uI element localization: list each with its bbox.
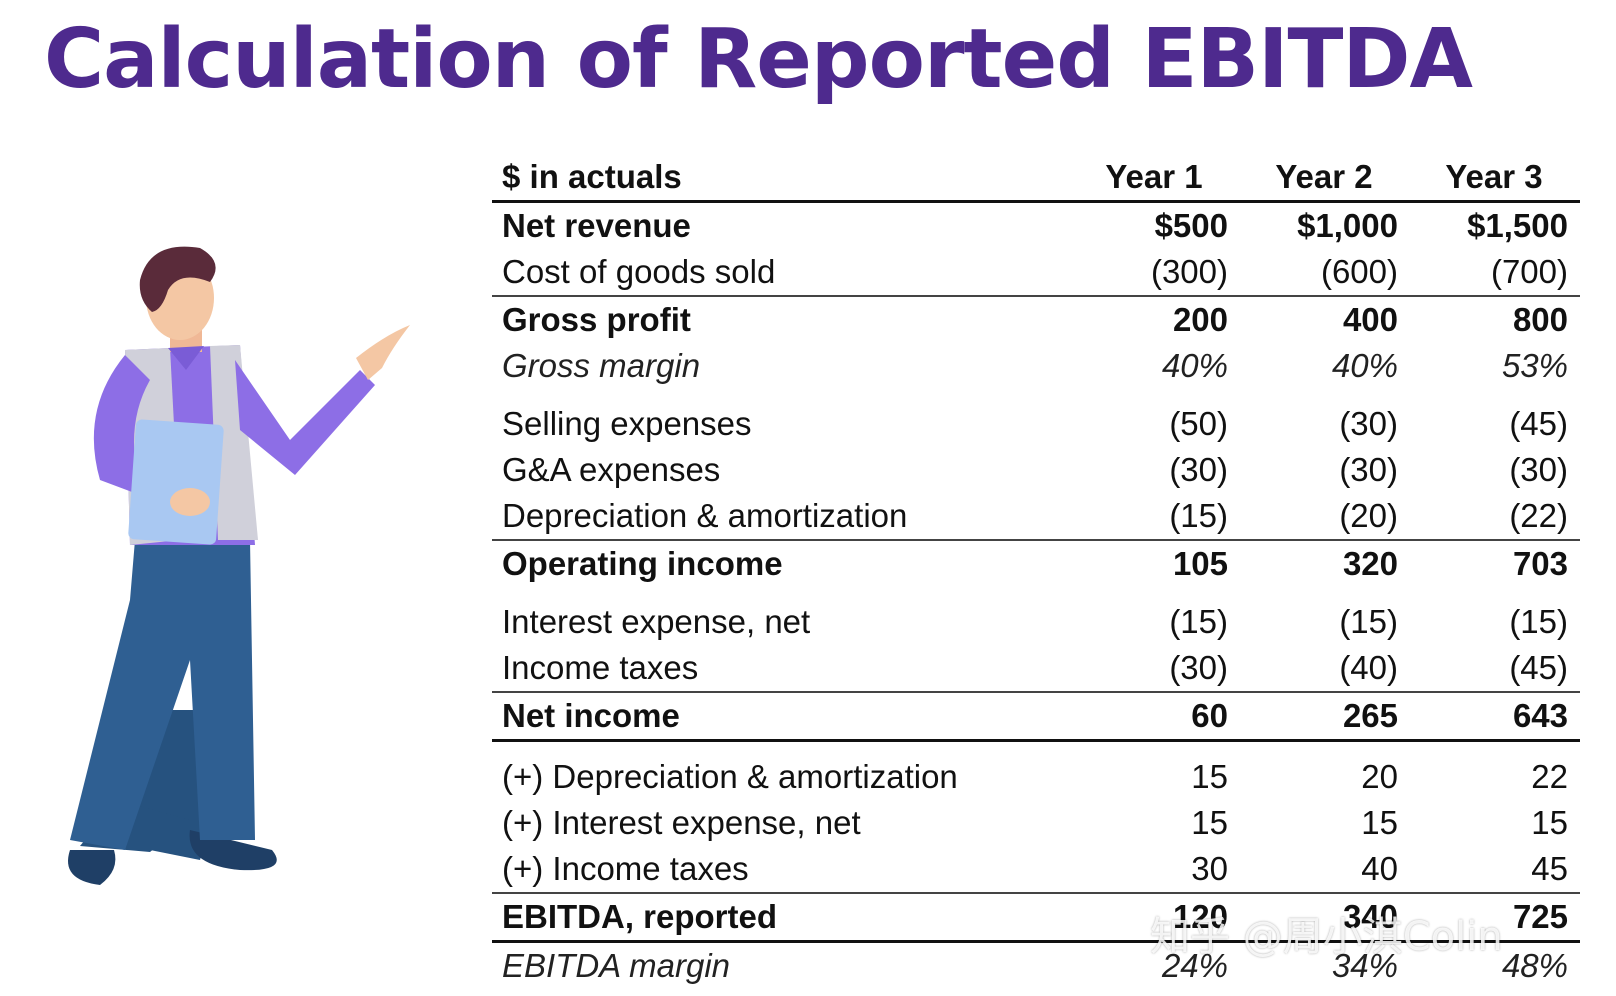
row-label: (+) Income taxes bbox=[492, 846, 1070, 894]
row-value: 703 bbox=[1512, 545, 1568, 582]
row-value: (30) bbox=[1339, 451, 1398, 488]
table-row: EBITDA margin 24% 34% 48% bbox=[492, 942, 1580, 990]
row-value: 200 bbox=[1172, 301, 1228, 338]
row-value: 320 bbox=[1342, 545, 1398, 582]
row-value: 725 bbox=[1410, 893, 1580, 943]
row-value: 45 bbox=[1410, 846, 1580, 894]
row-value: 643 bbox=[1410, 692, 1580, 742]
row-label: (+) Depreciation & amortization bbox=[502, 758, 958, 795]
row-value: 40% bbox=[1161, 347, 1228, 384]
row-value: 400 bbox=[1342, 301, 1398, 338]
row-value: (45) bbox=[1410, 645, 1580, 693]
row-value: (20) bbox=[1240, 493, 1410, 541]
row-value: (15) bbox=[1169, 603, 1228, 640]
row-value: 53% bbox=[1501, 347, 1568, 384]
table-row: Cost of goods sold (300) (600) (700) bbox=[492, 249, 1580, 297]
row-value: (15) bbox=[1509, 603, 1568, 640]
watermark: 知乎 @周小淇Colin bbox=[1150, 914, 1503, 960]
row-value: (30) bbox=[1169, 451, 1228, 488]
row-value: (15) bbox=[1070, 493, 1240, 541]
table-row: (+) Interest expense, net 15 15 15 bbox=[492, 800, 1580, 846]
row-label: Net revenue bbox=[502, 207, 691, 244]
row-label: EBITDA margin bbox=[502, 947, 731, 984]
row-value: (15) bbox=[1339, 603, 1398, 640]
row-value: (600) bbox=[1240, 249, 1410, 297]
table-row: Interest expense, net (15) (15) (15) bbox=[492, 587, 1580, 645]
row-label: Net income bbox=[492, 692, 1070, 742]
table-row: G&A expenses (30) (30) (30) bbox=[492, 447, 1580, 493]
page-title: Calculation of Reported EBITDA bbox=[44, 12, 1473, 107]
row-value: 15 bbox=[1361, 804, 1398, 841]
row-value: 30 bbox=[1070, 846, 1240, 894]
row-value: 15 bbox=[1191, 758, 1228, 795]
row-label: (+) Interest expense, net bbox=[502, 804, 861, 841]
row-label: G&A expenses bbox=[502, 451, 721, 488]
row-value: (30) bbox=[1509, 451, 1568, 488]
row-value: (22) bbox=[1410, 493, 1580, 541]
row-value: (30) bbox=[1070, 645, 1240, 693]
ebitda-table-container: $ in actuals Year 1 Year 2 Year 3 Net re… bbox=[492, 148, 1580, 989]
table-row: (+) Income taxes 30 40 45 bbox=[492, 846, 1580, 894]
row-label: EBITDA, reported bbox=[492, 893, 1070, 943]
ebitda-table: $ in actuals Year 1 Year 2 Year 3 Net re… bbox=[492, 148, 1580, 989]
row-label: Gross margin bbox=[502, 347, 701, 384]
row-label: Cost of goods sold bbox=[492, 249, 1070, 297]
table-header-row: $ in actuals Year 1 Year 2 Year 3 bbox=[492, 148, 1580, 203]
table-row: Net income 60 265 643 bbox=[492, 692, 1580, 742]
row-value: 15 bbox=[1531, 804, 1568, 841]
table-row: Income taxes (30) (40) (45) bbox=[492, 645, 1580, 693]
row-value: 20 bbox=[1361, 758, 1398, 795]
row-value: 34% bbox=[1331, 947, 1398, 984]
row-value: $1,000 bbox=[1297, 207, 1398, 244]
row-value: 265 bbox=[1240, 692, 1410, 742]
presenter-illustration-icon bbox=[68, 246, 410, 885]
row-value: 340 bbox=[1240, 893, 1410, 943]
row-value: (40) bbox=[1240, 645, 1410, 693]
row-value: 800 bbox=[1512, 301, 1568, 338]
table-row: Net revenue $500 $1,000 $1,500 bbox=[492, 202, 1580, 250]
table-row: Gross margin 40% 40% 53% bbox=[492, 343, 1580, 389]
row-value: 48% bbox=[1501, 947, 1568, 984]
table-row: Selling expenses (50) (30) (45) bbox=[492, 389, 1580, 447]
row-value: (45) bbox=[1509, 405, 1568, 442]
row-value: 24% bbox=[1161, 947, 1228, 984]
row-value: (50) bbox=[1169, 405, 1228, 442]
row-value: 60 bbox=[1070, 692, 1240, 742]
header-year-3: Year 3 bbox=[1410, 148, 1580, 203]
row-value: 40 bbox=[1240, 846, 1410, 894]
header-year-2: Year 2 bbox=[1240, 148, 1410, 203]
row-label: Gross profit bbox=[502, 301, 691, 338]
row-value: 40% bbox=[1331, 347, 1398, 384]
row-label: Depreciation & amortization bbox=[492, 493, 1070, 541]
row-label: Selling expenses bbox=[502, 405, 752, 442]
row-value: 105 bbox=[1172, 545, 1228, 582]
table-row: Gross profit 200 400 800 bbox=[492, 296, 1580, 343]
row-label: Operating income bbox=[502, 545, 783, 582]
table-row: Operating income 105 320 703 bbox=[492, 540, 1580, 587]
row-value: (700) bbox=[1410, 249, 1580, 297]
header-year-1: Year 1 bbox=[1070, 148, 1240, 203]
row-value: $1,500 bbox=[1467, 207, 1568, 244]
row-value: 15 bbox=[1191, 804, 1228, 841]
row-value: 22 bbox=[1531, 758, 1568, 795]
table-row: Depreciation & amortization (15) (20) (2… bbox=[492, 493, 1580, 541]
row-value: 120 bbox=[1070, 893, 1240, 943]
table-row: EBITDA, reported 120 340 725 bbox=[492, 893, 1580, 943]
row-label: Interest expense, net bbox=[502, 603, 811, 640]
row-value: $500 bbox=[1154, 207, 1228, 244]
table-row: (+) Depreciation & amortization 15 20 22 bbox=[492, 741, 1580, 801]
row-value: (30) bbox=[1339, 405, 1398, 442]
header-label: $ in actuals bbox=[492, 148, 1070, 203]
row-value: (300) bbox=[1070, 249, 1240, 297]
row-label: Income taxes bbox=[492, 645, 1070, 693]
